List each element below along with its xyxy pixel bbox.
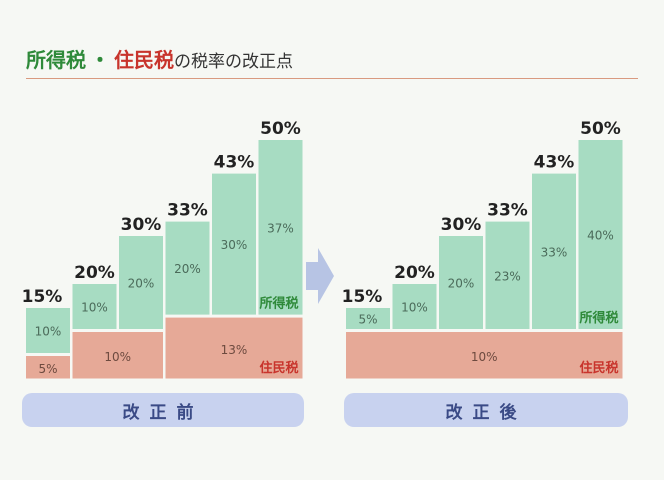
- after-total-label: 30%: [441, 215, 482, 235]
- after-income-series-label: 所得税: [579, 310, 618, 326]
- title-rest: の税率の改正点: [174, 52, 293, 72]
- after-income-bar: [578, 140, 623, 329]
- before-resident-bar-2: [165, 317, 303, 379]
- after-income-bar: [485, 221, 530, 329]
- before-income-bar: [72, 284, 117, 329]
- after-income-value-label: 33%: [541, 245, 568, 259]
- before-income-bar: [258, 140, 303, 315]
- before-income-value-label: 10%: [35, 325, 62, 339]
- after-income-value-label: 23%: [494, 269, 521, 283]
- before-resident-value-label: 10%: [104, 350, 131, 364]
- after-income-value-label: 5%: [358, 313, 377, 327]
- title-underline: [26, 78, 638, 79]
- before-resident-bar-0: [26, 356, 70, 379]
- before-income-bar: [165, 221, 210, 315]
- after-revision-label: 改正後: [344, 393, 628, 427]
- before-total-label: 43%: [214, 153, 255, 173]
- after-income-bar: [532, 173, 576, 329]
- after-resident-value-label: 10%: [471, 350, 498, 364]
- after-total-label: 43%: [534, 153, 575, 173]
- before-income-series-label: 所得税: [259, 296, 298, 312]
- after-total-label: 33%: [487, 201, 528, 221]
- after-resident-series-label: 住民税: [579, 360, 618, 376]
- before-total-label: 33%: [167, 201, 208, 221]
- after-income-value-label: 20%: [448, 277, 475, 291]
- after-total-label: 50%: [580, 119, 621, 139]
- after-income-bar: [392, 284, 437, 329]
- title-resident-tax: 住民税: [114, 48, 174, 72]
- after-income-bar: [346, 308, 390, 329]
- after-total-label: 20%: [394, 263, 435, 283]
- before-resident-value-label: 13%: [221, 343, 248, 357]
- title-income-tax: 所得税: [26, 48, 86, 72]
- arrow-right-icon: [306, 248, 334, 304]
- after-income-value-label: 10%: [401, 301, 428, 315]
- after-total-label: 15%: [342, 287, 383, 307]
- after-income-value-label: 40%: [587, 229, 614, 243]
- before-income-value-label: 20%: [128, 277, 155, 291]
- before-total-label: 30%: [121, 215, 162, 235]
- before-income-value-label: 20%: [174, 262, 201, 276]
- page-title: 所得税・住民税の税率の改正点: [26, 44, 293, 73]
- after-income-bar: [439, 236, 483, 329]
- before-income-bar: [212, 173, 256, 315]
- before-resident-series-label: 住民税: [259, 360, 298, 376]
- before-income-bar: [26, 308, 70, 353]
- before-income-bar: [119, 236, 163, 329]
- before-income-value-label: 37%: [267, 221, 294, 235]
- before-total-label: 20%: [74, 263, 115, 283]
- before-income-value-label: 30%: [221, 238, 248, 252]
- before-resident-value-label: 5%: [38, 362, 57, 376]
- title-separator: ・: [90, 48, 110, 72]
- before-total-label: 15%: [22, 287, 63, 307]
- before-revision-label: 改正前: [22, 393, 304, 427]
- before-resident-bar-1: [72, 332, 163, 379]
- before-total-label: 50%: [260, 119, 301, 139]
- before-income-value-label: 10%: [81, 301, 108, 315]
- after-resident-bar-0: [346, 332, 623, 379]
